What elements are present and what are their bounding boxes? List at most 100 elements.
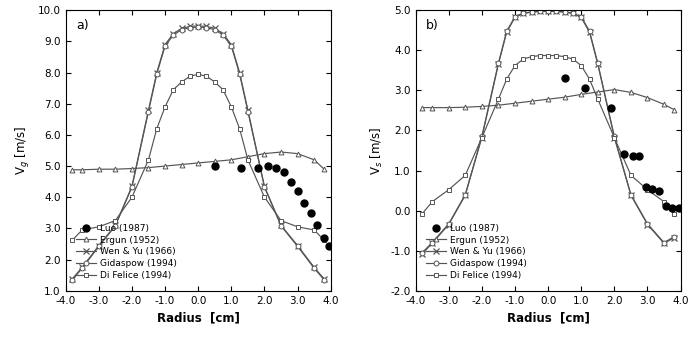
Wen & Yu (1966) — [610, 136, 618, 140]
Legend: Luo (1987), Ergun (1952), Wen & Yu (1966), Gidaspow (1994), Di Felice (1994): Luo (1987), Ergun (1952), Wen & Yu (1966… — [423, 220, 530, 284]
Wen & Yu (1966) — [560, 10, 569, 14]
Ergun (1952) — [494, 103, 502, 107]
Wen & Yu (1966) — [428, 241, 436, 246]
Line: Luo (1987): Luo (1987) — [561, 75, 683, 212]
Line: Di Felice (1994): Di Felice (1994) — [419, 53, 676, 216]
Ergun (1952) — [261, 152, 269, 156]
Di Felice (1994) — [461, 173, 469, 177]
Di Felice (1994) — [202, 74, 211, 78]
Ergun (1952) — [594, 90, 602, 94]
Di Felice (1994) — [610, 136, 618, 140]
Wen & Yu (1966) — [128, 184, 136, 188]
Wen & Yu (1966) — [502, 30, 511, 34]
Di Felice (1994) — [569, 57, 577, 61]
Luo (1987) — [272, 166, 280, 170]
Di Felice (1994) — [244, 158, 252, 162]
Wen & Yu (1966) — [227, 42, 236, 47]
Ergun (1952) — [78, 168, 86, 172]
Y-axis label: V$_g$ [m/s]: V$_g$ [m/s] — [15, 126, 32, 175]
Luo (1987) — [607, 106, 615, 110]
Wen & Yu (1966) — [660, 241, 668, 246]
Ergun (1952) — [320, 167, 328, 171]
Legend: Luo (1987), Ergun (1952), Wen & Yu (1966), Gidaspow (1994), Di Felice (1994): Luo (1987), Ergun (1952), Wen & Yu (1966… — [73, 220, 180, 284]
Di Felice (1994) — [95, 225, 103, 229]
Di Felice (1994) — [502, 77, 511, 81]
Gidaspow (1994) — [643, 222, 652, 226]
Gidaspow (1994) — [502, 29, 511, 33]
Ergun (1952) — [511, 101, 519, 105]
Di Felice (1994) — [585, 77, 594, 81]
Di Felice (1994) — [536, 53, 544, 57]
Line: Wen & Yu (1966): Wen & Yu (1966) — [70, 23, 327, 281]
Di Felice (1994) — [544, 53, 552, 57]
Wen & Yu (1966) — [418, 252, 426, 256]
Ergun (1952) — [310, 158, 319, 162]
Gidaspow (1994) — [294, 245, 302, 249]
Luo (1987) — [264, 164, 272, 168]
Luo (1987) — [675, 206, 683, 210]
Di Felice (1994) — [236, 127, 244, 131]
Gidaspow (1994) — [544, 9, 552, 13]
Gidaspow (1994) — [128, 185, 136, 189]
Wen & Yu (1966) — [310, 265, 319, 269]
Gidaspow (1994) — [68, 278, 77, 282]
Ergun (1952) — [444, 106, 453, 110]
Luo (1987) — [307, 211, 315, 215]
Luo (1987) — [620, 153, 628, 157]
Luo (1987) — [648, 186, 656, 190]
Gidaspow (1994) — [511, 15, 519, 19]
Wen & Yu (1966) — [294, 244, 302, 248]
Di Felice (1994) — [670, 212, 678, 216]
Ergun (1952) — [643, 95, 652, 100]
Gidaspow (1994) — [161, 44, 169, 48]
Wen & Yu (1966) — [261, 184, 269, 188]
Text: b): b) — [426, 19, 439, 32]
Gidaspow (1994) — [577, 15, 585, 19]
Line: Ergun (1952): Ergun (1952) — [70, 149, 327, 172]
Wen & Yu (1966) — [95, 244, 103, 248]
Wen & Yu (1966) — [594, 62, 602, 66]
Line: Di Felice (1994): Di Felice (1994) — [70, 72, 327, 243]
Gidaspow (1994) — [610, 134, 618, 139]
Luo (1987) — [560, 76, 569, 80]
Gidaspow (1994) — [169, 33, 178, 37]
Wen & Yu (1966) — [178, 26, 186, 30]
Ergun (1952) — [527, 99, 536, 103]
Gidaspow (1994) — [461, 193, 469, 197]
Luo (1987) — [254, 166, 262, 170]
Gidaspow (1994) — [320, 278, 328, 282]
Wen & Yu (1966) — [111, 223, 120, 227]
Y-axis label: V$_s$ [m/s]: V$_s$ [m/s] — [369, 126, 385, 175]
Gidaspow (1994) — [261, 185, 269, 189]
Di Felice (1994) — [643, 188, 652, 192]
Di Felice (1994) — [560, 55, 569, 59]
Ergun (1952) — [128, 167, 136, 171]
Di Felice (1994) — [227, 105, 236, 109]
Wen & Yu (1966) — [536, 10, 544, 14]
Gidaspow (1994) — [244, 109, 252, 114]
Gidaspow (1994) — [494, 61, 502, 65]
Gidaspow (1994) — [560, 10, 569, 14]
Luo (1987) — [668, 206, 676, 210]
Wen & Yu (1966) — [202, 24, 211, 28]
Ergun (1952) — [577, 92, 585, 96]
Luo (1987) — [320, 236, 328, 240]
Di Felice (1994) — [552, 53, 560, 57]
Ergun (1952) — [477, 104, 486, 108]
Luo (1987) — [280, 170, 288, 174]
Wen & Yu (1966) — [277, 223, 285, 227]
Wen & Yu (1966) — [186, 24, 194, 28]
Line: Gidaspow (1994): Gidaspow (1994) — [70, 25, 327, 282]
Gidaspow (1994) — [78, 266, 86, 270]
Gidaspow (1994) — [111, 224, 120, 228]
Wen & Yu (1966) — [144, 108, 153, 112]
Wen & Yu (1966) — [320, 277, 328, 281]
Gidaspow (1994) — [178, 27, 186, 31]
Di Felice (1994) — [310, 228, 319, 232]
Di Felice (1994) — [418, 212, 426, 216]
Di Felice (1994) — [186, 74, 194, 78]
Ergun (1952) — [95, 167, 103, 171]
Ergun (1952) — [144, 166, 153, 170]
Luo (1987) — [211, 164, 219, 168]
Gidaspow (1994) — [444, 222, 453, 226]
